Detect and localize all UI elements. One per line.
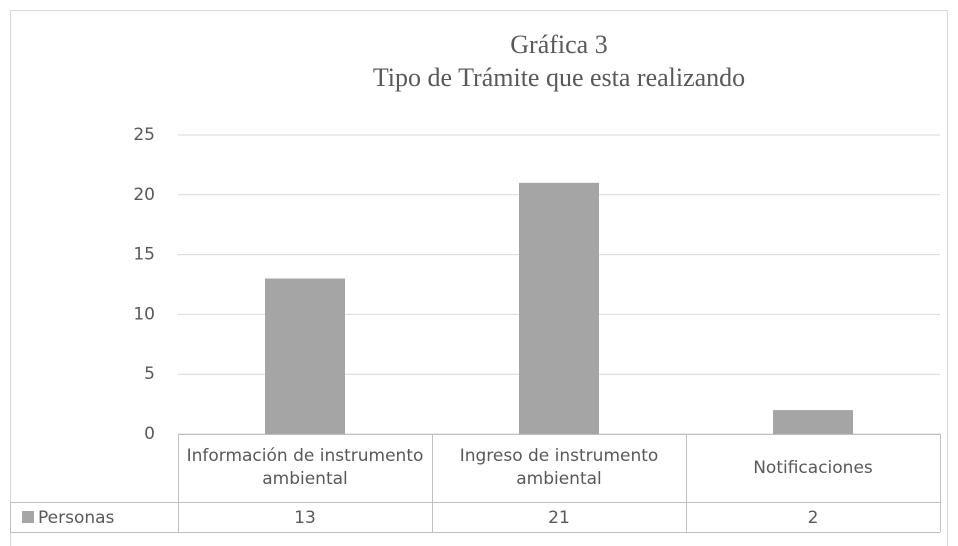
bar	[773, 410, 853, 434]
chart-border	[10, 10, 948, 546]
table-value: 2	[808, 508, 819, 528]
y-tick-label: 15	[133, 245, 155, 265]
y-tick-label: 0	[144, 424, 155, 444]
legend-label: Personas	[38, 508, 115, 528]
category-cell: Notificaciones	[753, 457, 873, 478]
table-value: 21	[548, 508, 570, 528]
category-cell: Información de instrumento ambiental	[186, 446, 424, 489]
bar	[265, 278, 345, 434]
chart-subtitle: Tipo de Trámite que esta realizando	[373, 63, 745, 92]
y-tick-label: 5	[144, 364, 155, 384]
category-cell: Ingreso de instrumento ambiental	[459, 446, 659, 489]
x-tick-label: Notificaciones	[753, 457, 873, 478]
y-tick-label: 25	[133, 125, 155, 145]
bar	[519, 182, 599, 434]
x-tick-label: Ingreso de instrumento ambiental	[459, 446, 659, 489]
x-tick-label: Información de instrumento ambiental	[186, 446, 424, 489]
legend-swatch	[22, 511, 34, 523]
table-value: 13	[294, 508, 316, 528]
y-tick-label: 10	[133, 304, 155, 324]
y-tick-label: 20	[133, 185, 155, 205]
chart-title: Gráfica 3	[510, 30, 607, 59]
